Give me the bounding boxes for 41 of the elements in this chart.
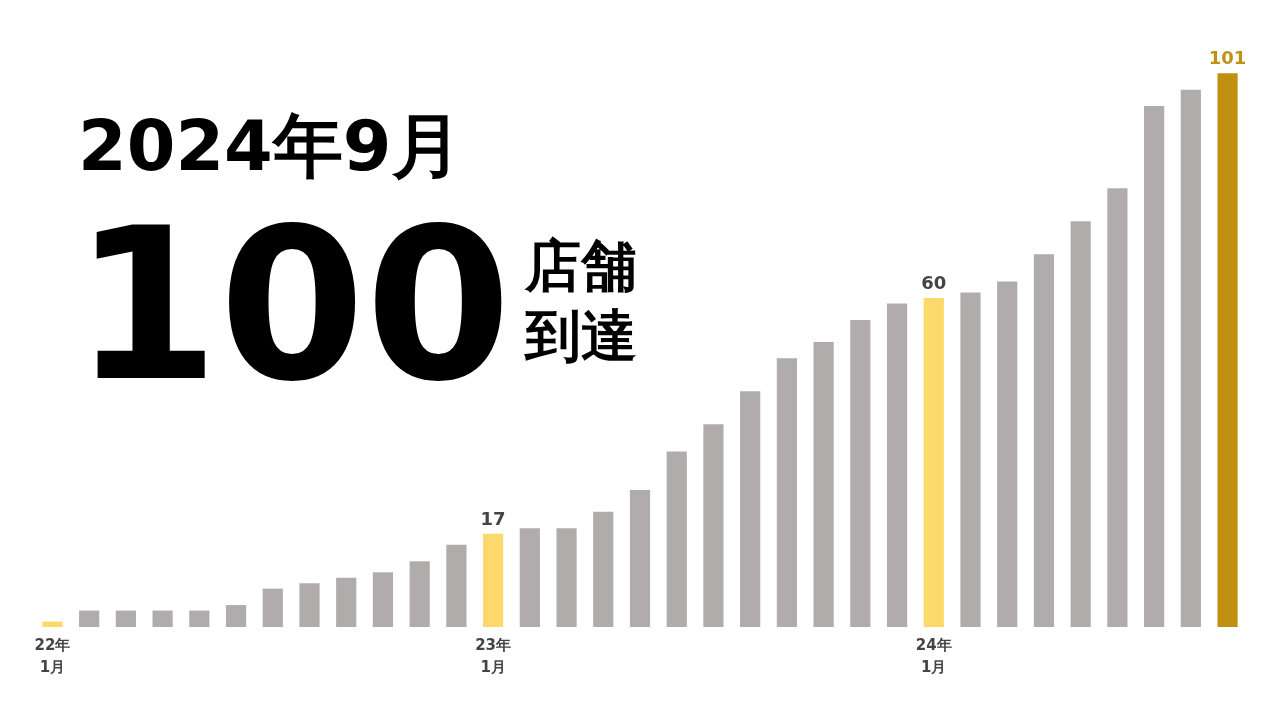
bar bbox=[1180, 89, 1201, 627]
bar bbox=[446, 544, 467, 627]
bar bbox=[372, 572, 394, 627]
bar bbox=[1070, 221, 1091, 627]
data-label: 60 bbox=[921, 272, 947, 294]
bar bbox=[740, 391, 761, 627]
data-label: 17 bbox=[480, 507, 506, 529]
bar bbox=[556, 528, 577, 627]
bar bbox=[886, 303, 908, 627]
bar bbox=[593, 511, 614, 627]
data-label: 101 bbox=[1208, 47, 1247, 69]
annotation: 到達 bbox=[523, 303, 637, 368]
bar bbox=[666, 451, 687, 627]
bar bbox=[923, 298, 944, 627]
bar bbox=[813, 341, 834, 627]
bar bbox=[1107, 188, 1128, 627]
bar bbox=[115, 610, 136, 627]
annotation: 店舗 bbox=[524, 233, 637, 298]
bar bbox=[299, 583, 320, 627]
bar bbox=[42, 621, 63, 627]
bar bbox=[225, 605, 247, 627]
bar bbox=[152, 610, 173, 627]
bar bbox=[703, 424, 724, 627]
bar bbox=[960, 292, 981, 627]
bar bbox=[1033, 254, 1055, 627]
x-tick-label: 23年 1月 bbox=[475, 635, 512, 676]
x-tick-label: 24年 1月 bbox=[915, 635, 952, 676]
bar bbox=[629, 489, 651, 627]
bar bbox=[79, 610, 100, 627]
bar bbox=[1144, 106, 1165, 627]
bar bbox=[776, 358, 797, 627]
bar bbox=[483, 533, 504, 627]
bar bbox=[336, 577, 357, 627]
bar bbox=[189, 610, 210, 627]
bar bbox=[262, 588, 283, 627]
bar bbox=[1217, 73, 1238, 627]
x-tick-label: 22年 1月 bbox=[34, 635, 71, 676]
bar bbox=[850, 319, 871, 627]
bar bbox=[409, 561, 430, 627]
bar bbox=[997, 281, 1018, 627]
bar bbox=[519, 528, 540, 627]
